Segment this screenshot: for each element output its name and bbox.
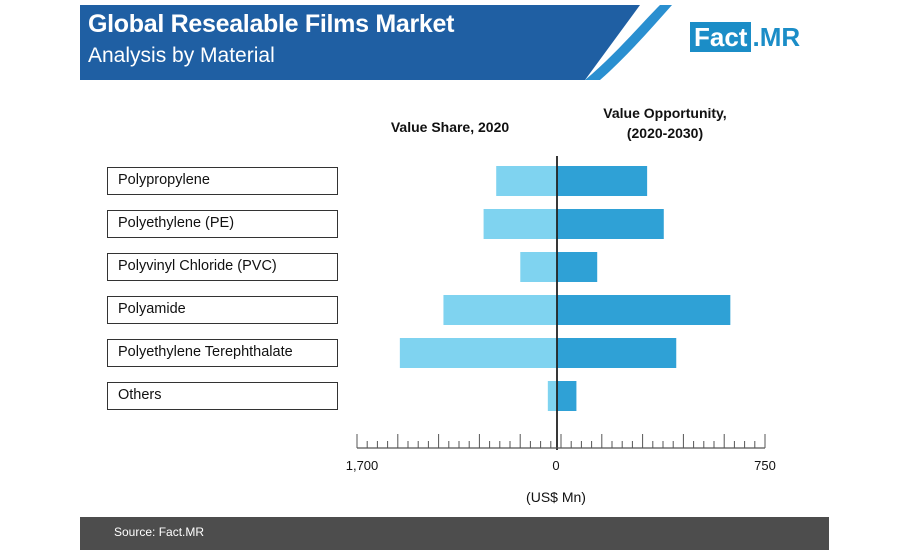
bar-value-opportunity xyxy=(557,209,664,239)
logo-text-mr: .MR xyxy=(752,22,801,52)
bar-value-opportunity xyxy=(557,381,577,411)
category-label: Others xyxy=(107,382,338,410)
bar-value-share xyxy=(520,252,557,282)
category-label: Polyethylene (PE) xyxy=(107,210,338,238)
bar-value-opportunity xyxy=(557,295,731,325)
category-label: Polypropylene xyxy=(107,167,338,195)
factmr-logo: Fact .MR xyxy=(690,22,800,52)
bar-value-share xyxy=(483,209,557,239)
category-label: Polyethylene Terephthalate xyxy=(107,339,338,367)
category-label: Polyamide xyxy=(107,296,338,324)
axis-unit-label: (US$ Mn) xyxy=(526,489,586,505)
left-series-heading: Value Share, 2020 xyxy=(390,119,510,135)
chart-subtitle: Analysis by Material xyxy=(88,44,275,67)
bar-value-opportunity xyxy=(557,338,677,368)
bar-value-opportunity xyxy=(557,252,598,282)
left-axis-max-label: 1,700 xyxy=(345,458,379,473)
bar-value-share xyxy=(496,166,557,196)
chart-title: Global Resealable Films Market xyxy=(88,10,455,38)
right-series-heading: Value Opportunity, (2020-2030) xyxy=(603,105,727,141)
footer-bar: Source: Fact.MR xyxy=(80,517,829,550)
axis-zero-label: 0 xyxy=(552,458,560,473)
header-banner xyxy=(80,5,672,80)
header-swoosh xyxy=(585,5,672,80)
bar-value-share xyxy=(399,338,557,368)
right-axis-max-label: 750 xyxy=(754,458,776,473)
source-text: Source: Fact.MR xyxy=(114,525,205,539)
bar-value-share xyxy=(443,295,557,325)
header-background xyxy=(80,5,640,80)
bar-value-share xyxy=(547,381,557,411)
category-label: Polyvinyl Chloride (PVC) xyxy=(107,253,338,281)
logo-text-fact: Fact xyxy=(690,22,752,52)
bar-value-opportunity xyxy=(557,166,648,196)
